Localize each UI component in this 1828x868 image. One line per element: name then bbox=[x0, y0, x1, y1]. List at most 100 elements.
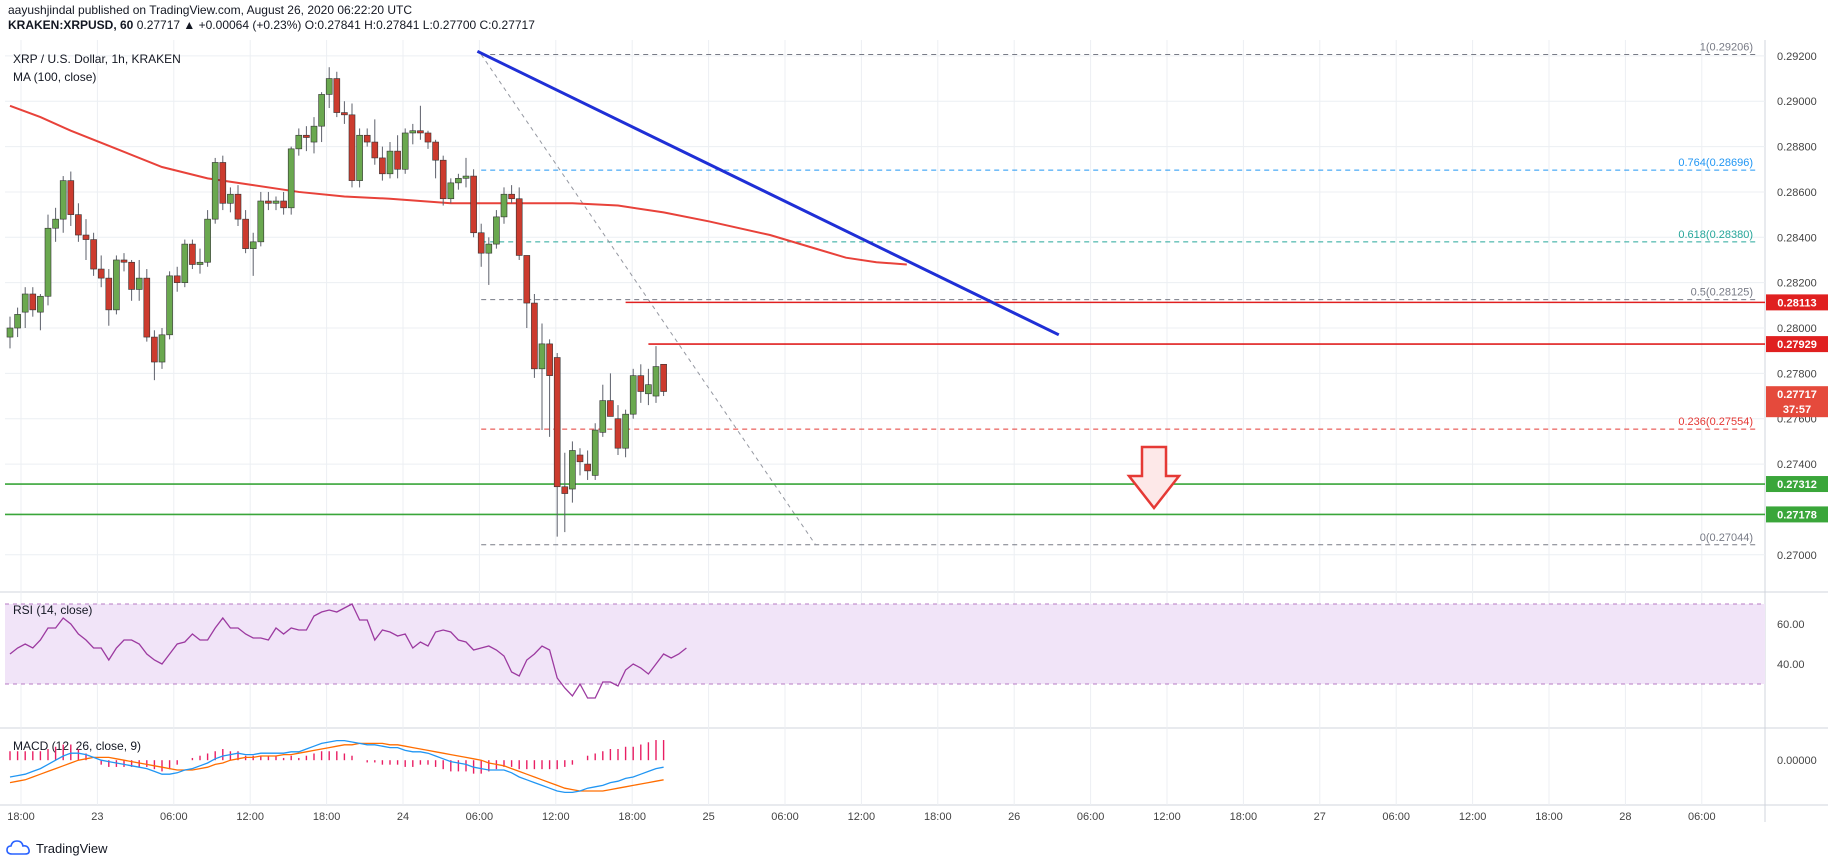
candle-body bbox=[447, 182, 455, 200]
candle-body bbox=[341, 112, 348, 116]
symbol-label[interactable]: KRAKEN:XRPUSD, 60 bbox=[8, 18, 134, 32]
candle-body bbox=[439, 159, 447, 200]
candle-body bbox=[303, 134, 310, 138]
candle-body bbox=[44, 227, 52, 297]
macd-line bbox=[9, 739, 664, 794]
candle-body bbox=[409, 130, 417, 134]
fib-level-label: 0.236(0.27554) bbox=[1678, 416, 1753, 428]
candle-body bbox=[500, 193, 508, 218]
candle-body bbox=[75, 214, 82, 236]
candle-body bbox=[356, 134, 363, 181]
candle-body bbox=[455, 178, 462, 184]
candle-body bbox=[546, 343, 553, 376]
fib-level-label: 0.764(0.28696) bbox=[1678, 157, 1753, 169]
rsi-title: RSI (14, close) bbox=[13, 603, 92, 617]
price-tag-text: 0.27717 bbox=[1777, 389, 1817, 401]
x-tick-label: 18:00 bbox=[1535, 811, 1563, 823]
candle-body bbox=[21, 293, 29, 313]
y-tick-label: 0.29200 bbox=[1777, 51, 1817, 63]
candle-body bbox=[52, 218, 59, 229]
y-tick-label: 0.28000 bbox=[1777, 323, 1817, 335]
candle-body bbox=[120, 259, 128, 263]
candle-body bbox=[515, 198, 523, 256]
candle-body bbox=[181, 243, 189, 283]
x-tick-label: 27 bbox=[1314, 811, 1326, 823]
candle-body bbox=[280, 200, 287, 209]
tradingview-logo[interactable]: TradingView bbox=[6, 840, 108, 856]
x-tick-label: 12:00 bbox=[848, 811, 876, 823]
candle-body bbox=[211, 162, 219, 220]
candle-body bbox=[6, 327, 14, 338]
x-tick-label: 06:00 bbox=[1688, 811, 1716, 823]
y-tick-label: 0.28600 bbox=[1777, 187, 1817, 199]
candle-body bbox=[295, 134, 303, 150]
y-tick-label: 0.29000 bbox=[1777, 96, 1817, 108]
symbol-quote-line: KRAKEN:XRPUSD, 60 0.27717 ▲ +0.00064 (+0… bbox=[8, 18, 535, 33]
fib-diagonal bbox=[480, 54, 817, 546]
main-pane-title: XRP / U.S. Dollar, 1h, KRAKEN bbox=[13, 52, 181, 66]
x-tick-label: 06:00 bbox=[160, 811, 188, 823]
price-tag-text: 0.27178 bbox=[1777, 509, 1817, 521]
candle-body bbox=[348, 114, 356, 181]
candle-body bbox=[508, 193, 515, 200]
candle-body bbox=[363, 134, 371, 143]
candle-body bbox=[637, 375, 645, 392]
candle-body bbox=[614, 418, 622, 449]
x-tick-label: 28 bbox=[1619, 811, 1631, 823]
x-tick-label: 18:00 bbox=[618, 811, 646, 823]
macd-histogram bbox=[9, 740, 665, 774]
publish-info: aayushjindal published on TradingView.co… bbox=[8, 3, 413, 17]
candle-body bbox=[379, 157, 386, 175]
y-tick-label: 0.27400 bbox=[1777, 459, 1817, 471]
x-tick-label: 18:00 bbox=[924, 811, 952, 823]
x-tick-label: 06:00 bbox=[1382, 811, 1410, 823]
candle-body bbox=[318, 94, 325, 127]
macd-signal-line bbox=[9, 742, 664, 792]
x-tick-label: 26 bbox=[1008, 811, 1020, 823]
candle-body bbox=[432, 141, 439, 161]
fib-level-label: 1(0.29206) bbox=[1700, 42, 1753, 54]
price-tag bbox=[1766, 386, 1828, 403]
fib-level-label: 0.5(0.28125) bbox=[1691, 287, 1753, 299]
candle-body bbox=[189, 243, 196, 265]
candle-body bbox=[576, 454, 584, 463]
price-tag-text: 0.27929 bbox=[1777, 339, 1817, 351]
x-tick-label: 12:00 bbox=[1459, 811, 1487, 823]
candle-body bbox=[424, 132, 432, 143]
candle-body bbox=[257, 200, 265, 243]
x-tick-label: 18:00 bbox=[7, 811, 35, 823]
x-tick-label: 18:00 bbox=[313, 811, 341, 823]
candle-body bbox=[531, 302, 538, 370]
candle-body bbox=[219, 162, 227, 204]
candle-body bbox=[599, 400, 607, 433]
candle-body bbox=[135, 277, 143, 290]
candlesticks bbox=[6, 67, 667, 537]
macd-tick-label: 0.00000 bbox=[1777, 755, 1817, 767]
rsi-band bbox=[5, 604, 1765, 684]
down-arrow-icon bbox=[1126, 445, 1182, 511]
x-tick-label: 23 bbox=[91, 811, 103, 823]
candle-body bbox=[645, 384, 652, 395]
candle-body bbox=[561, 486, 569, 494]
candle-body bbox=[401, 132, 409, 170]
candle-body bbox=[90, 239, 97, 270]
x-tick-label: 18:00 bbox=[1230, 811, 1258, 823]
candle-body bbox=[37, 295, 44, 313]
candle-body bbox=[59, 180, 67, 220]
candle-body bbox=[629, 375, 637, 415]
candle-body bbox=[538, 343, 546, 370]
candle-body bbox=[249, 241, 257, 249]
y-tick-label: 0.27000 bbox=[1777, 550, 1817, 562]
x-tick-label: 12:00 bbox=[542, 811, 570, 823]
price-tag-text: 0.28113 bbox=[1777, 297, 1816, 309]
rsi-tick-label: 60.00 bbox=[1777, 619, 1805, 631]
candle-body bbox=[82, 234, 90, 240]
candle-body bbox=[234, 193, 242, 220]
candle-body bbox=[128, 261, 135, 290]
x-tick-label: 25 bbox=[702, 811, 714, 823]
candle-body bbox=[477, 232, 485, 254]
candle-body bbox=[97, 268, 105, 279]
x-tick-label: 12:00 bbox=[236, 811, 264, 823]
candle-body bbox=[569, 450, 576, 490]
